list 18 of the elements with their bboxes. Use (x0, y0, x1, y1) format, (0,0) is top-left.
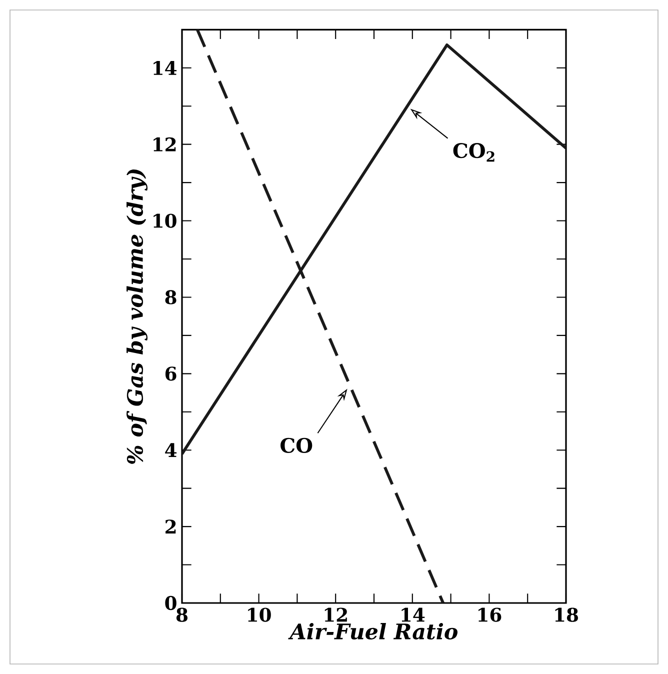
x-tick-label: 14 (402, 608, 425, 622)
y-tick-label: 14 (154, 60, 177, 75)
x-tick-label: 18 (555, 608, 578, 622)
y-tick-label: 6 (165, 366, 176, 381)
y-tick-label: 12 (154, 137, 176, 152)
x-axis-title: Air-Fuel Ratio (288, 622, 458, 640)
y-tick-label: 10 (154, 214, 176, 228)
x-tick-label: 12 (324, 608, 347, 622)
text: CO$_{2}$ (453, 143, 494, 162)
y-tick-label: 0 (165, 596, 176, 610)
y-tick-label: 8 (165, 290, 176, 304)
text: CO (280, 438, 312, 453)
x-tick-label: 8 (176, 608, 188, 622)
y-axis-title: % of Gas by volume (dry) (126, 170, 148, 464)
x-tick-label: 10 (248, 608, 271, 622)
y-tick-label: 4 (165, 443, 177, 458)
y-tick-label: 2 (166, 520, 176, 534)
x-tick-label: 16 (478, 608, 502, 622)
